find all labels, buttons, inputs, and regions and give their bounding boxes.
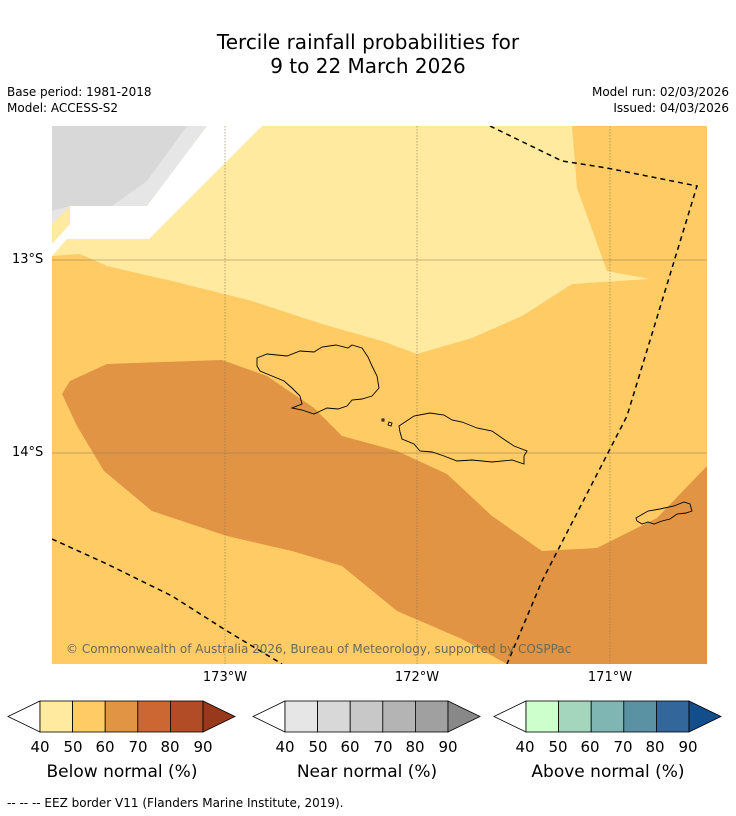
colorbar-swatch (590, 700, 625, 733)
lat-label-14s: 14°S (12, 445, 44, 460)
title-line-1: Tercile rainfall probabilities for (216, 30, 520, 54)
lon-label-171w: 171°W (587, 670, 633, 685)
cbar3-title: Above normal (%) (531, 762, 685, 782)
lon-label-172w: 172°W (394, 670, 440, 685)
island-apolima (381, 418, 385, 422)
cbar1-tick-90: 90 (193, 738, 213, 756)
map-area (52, 126, 707, 664)
cbar3-tick-40: 40 (515, 738, 535, 756)
colorbar-swatch (414, 700, 449, 733)
base-period: Base period: 1981-2018 (7, 85, 152, 99)
eez-border-east (489, 126, 698, 664)
cbar2-tick-90: 90 (438, 738, 458, 756)
colorbar-near-swatches (252, 700, 481, 733)
colorbar-swatch (72, 700, 106, 733)
cbar2-tick-80: 80 (405, 738, 425, 756)
model-name: Model: ACCESS-S2 (7, 101, 119, 115)
colorbar-swatch (104, 700, 139, 733)
lon-label-173w: 173°W (202, 670, 248, 685)
coastlines (256, 344, 693, 525)
cbar2-tick-40: 40 (275, 738, 295, 756)
eez-border (52, 126, 698, 664)
cbar1-tick-60: 60 (95, 738, 115, 756)
lat-label-13s: 13°S (12, 252, 44, 267)
colorbar-below-swatches (7, 700, 236, 733)
colorbar-swatch (558, 700, 592, 733)
cbar3-tick-60: 60 (580, 738, 600, 756)
probability-map (52, 126, 707, 664)
eez-footnote: -- -- -- EEZ border V11 (Flanders Marine… (7, 796, 344, 810)
meta-right: Model run: 02/03/2026 Issued: 04/03/2026 (592, 84, 729, 116)
colorbar-swatch (623, 700, 657, 733)
cbar1-tick-70: 70 (128, 738, 148, 756)
cbar1-tick-80: 80 (160, 738, 180, 756)
colorbar-near-normal (252, 700, 481, 734)
zone-no-dominant (52, 126, 262, 256)
graticule (52, 126, 707, 664)
meta-left: Base period: 1981-2018 Model: ACCESS-S2 (7, 84, 152, 116)
colorbar-extend-low (252, 700, 286, 733)
colorbar-swatch (382, 700, 416, 733)
colorbar-extend-low (493, 700, 527, 733)
colorbar-swatch (39, 700, 73, 733)
colorbar-swatch (169, 700, 204, 733)
map-title: Tercile rainfall probabilities for 9 to … (0, 30, 736, 78)
title-line-2: 9 to 22 March 2026 (270, 54, 466, 78)
issued-date: Issued: 04/03/2026 (613, 101, 729, 115)
colorbar-extend-low (7, 700, 41, 733)
zone-below-60-70 (62, 360, 707, 664)
cbar2-tick-70: 70 (373, 738, 393, 756)
colorbar-extend-high (688, 700, 722, 733)
colorbar-swatch (137, 700, 171, 733)
cbar1-tick-40: 40 (30, 738, 50, 756)
cbar3-tick-70: 70 (613, 738, 633, 756)
island-tutuila (635, 501, 693, 525)
island-savaii (256, 344, 380, 415)
cbar2-tick-60: 60 (340, 738, 360, 756)
island-upolu (398, 412, 528, 465)
colorbar-swatch (317, 700, 351, 733)
cbar2-title: Near normal (%) (296, 762, 438, 782)
colorbar-swatch (284, 700, 318, 733)
cbar3-tick-90: 90 (678, 738, 698, 756)
colorbar-swatch (525, 700, 559, 733)
copyright-notice: © Commonwealth of Australia 2026, Bureau… (66, 642, 572, 656)
model-run: Model run: 02/03/2026 (591, 85, 729, 99)
cbar3-tick-50: 50 (548, 738, 568, 756)
island-manono (387, 421, 393, 427)
colorbar-above-swatches (493, 700, 722, 733)
cbar2-tick-50: 50 (308, 738, 328, 756)
colorbar-extend-high (202, 700, 236, 733)
colorbar-extend-high (447, 700, 481, 733)
cbar1-tick-50: 50 (63, 738, 83, 756)
eez-border-southwest (52, 538, 283, 664)
zone-near-50-60 (52, 126, 187, 211)
cbar1-title: Below normal (%) (46, 762, 198, 782)
colorbar-swatch (349, 700, 384, 733)
colorbar-swatch (655, 700, 690, 733)
colorbar-above-normal (493, 700, 722, 734)
cbar3-tick-80: 80 (645, 738, 665, 756)
colorbar-below-normal (7, 700, 236, 734)
